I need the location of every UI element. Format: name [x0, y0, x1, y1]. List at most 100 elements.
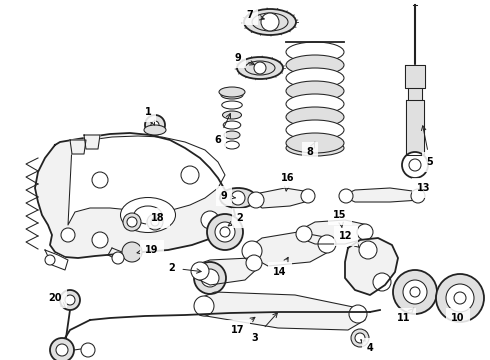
- Ellipse shape: [286, 140, 344, 156]
- Ellipse shape: [244, 9, 296, 35]
- Polygon shape: [300, 220, 368, 244]
- Ellipse shape: [286, 68, 344, 88]
- Ellipse shape: [252, 13, 288, 31]
- Circle shape: [454, 292, 466, 304]
- Ellipse shape: [144, 125, 166, 135]
- Text: 3: 3: [252, 313, 277, 343]
- Circle shape: [261, 13, 279, 31]
- Circle shape: [242, 241, 262, 261]
- Circle shape: [296, 226, 312, 242]
- Text: 9: 9: [220, 191, 235, 201]
- Ellipse shape: [223, 121, 241, 129]
- Text: 13: 13: [417, 183, 431, 193]
- Text: 15: 15: [333, 210, 347, 228]
- Polygon shape: [195, 292, 365, 330]
- Circle shape: [411, 189, 425, 203]
- Circle shape: [194, 296, 214, 316]
- Circle shape: [301, 189, 315, 203]
- Circle shape: [207, 214, 243, 250]
- Ellipse shape: [286, 107, 344, 127]
- Text: 1: 1: [145, 107, 154, 125]
- Circle shape: [201, 211, 219, 229]
- Ellipse shape: [237, 57, 283, 79]
- Ellipse shape: [222, 101, 242, 109]
- Circle shape: [92, 172, 108, 188]
- Text: 19: 19: [137, 245, 159, 255]
- Polygon shape: [84, 135, 100, 149]
- Circle shape: [151, 218, 159, 226]
- Circle shape: [349, 305, 367, 323]
- Text: 9: 9: [235, 53, 254, 65]
- Circle shape: [446, 284, 474, 312]
- Polygon shape: [408, 88, 422, 100]
- Ellipse shape: [245, 61, 275, 75]
- Polygon shape: [345, 238, 398, 295]
- Ellipse shape: [286, 81, 344, 101]
- Text: 8: 8: [307, 142, 315, 157]
- Circle shape: [248, 192, 264, 208]
- Text: 20: 20: [48, 293, 66, 308]
- Ellipse shape: [221, 91, 243, 99]
- Polygon shape: [45, 250, 68, 270]
- Circle shape: [151, 121, 159, 129]
- Polygon shape: [70, 140, 86, 154]
- Text: 11: 11: [397, 308, 414, 323]
- Circle shape: [61, 228, 75, 242]
- Circle shape: [351, 329, 369, 347]
- Circle shape: [373, 273, 391, 291]
- Text: 6: 6: [215, 113, 230, 145]
- Circle shape: [145, 115, 165, 135]
- Polygon shape: [342, 188, 420, 202]
- Ellipse shape: [219, 87, 245, 97]
- Circle shape: [355, 333, 365, 343]
- Circle shape: [191, 262, 209, 280]
- Circle shape: [402, 152, 428, 178]
- Circle shape: [254, 62, 266, 74]
- Circle shape: [403, 280, 427, 304]
- Circle shape: [92, 232, 108, 248]
- Circle shape: [357, 224, 373, 240]
- Circle shape: [112, 252, 124, 264]
- Text: 7: 7: [246, 10, 264, 20]
- Ellipse shape: [286, 55, 344, 75]
- Polygon shape: [35, 133, 235, 258]
- Ellipse shape: [286, 133, 344, 153]
- Circle shape: [318, 235, 336, 253]
- Circle shape: [56, 344, 68, 356]
- Ellipse shape: [286, 94, 344, 114]
- Circle shape: [181, 166, 199, 184]
- Circle shape: [436, 274, 484, 322]
- Text: 10: 10: [451, 313, 465, 323]
- Text: 12: 12: [339, 231, 360, 248]
- Text: 17: 17: [231, 317, 255, 335]
- Polygon shape: [195, 258, 258, 285]
- Ellipse shape: [220, 188, 256, 208]
- Text: 18: 18: [151, 213, 165, 223]
- Circle shape: [359, 241, 377, 259]
- Circle shape: [194, 262, 226, 294]
- Circle shape: [81, 343, 95, 357]
- Circle shape: [147, 214, 163, 230]
- Ellipse shape: [224, 131, 240, 139]
- Circle shape: [122, 242, 142, 262]
- Text: 14: 14: [273, 257, 288, 277]
- Polygon shape: [405, 65, 425, 88]
- Circle shape: [60, 290, 80, 310]
- Text: 2: 2: [228, 213, 244, 226]
- Circle shape: [339, 189, 353, 203]
- Text: 4: 4: [361, 340, 373, 353]
- Circle shape: [231, 191, 245, 205]
- Circle shape: [215, 222, 235, 242]
- Circle shape: [127, 217, 137, 227]
- Circle shape: [220, 227, 230, 237]
- Text: 2: 2: [169, 263, 201, 273]
- Polygon shape: [248, 232, 332, 266]
- Circle shape: [201, 269, 219, 287]
- Ellipse shape: [286, 120, 344, 140]
- Circle shape: [45, 255, 55, 265]
- Text: 5: 5: [421, 126, 433, 167]
- Circle shape: [65, 295, 75, 305]
- Polygon shape: [406, 100, 424, 155]
- Polygon shape: [68, 136, 225, 225]
- Circle shape: [246, 255, 262, 271]
